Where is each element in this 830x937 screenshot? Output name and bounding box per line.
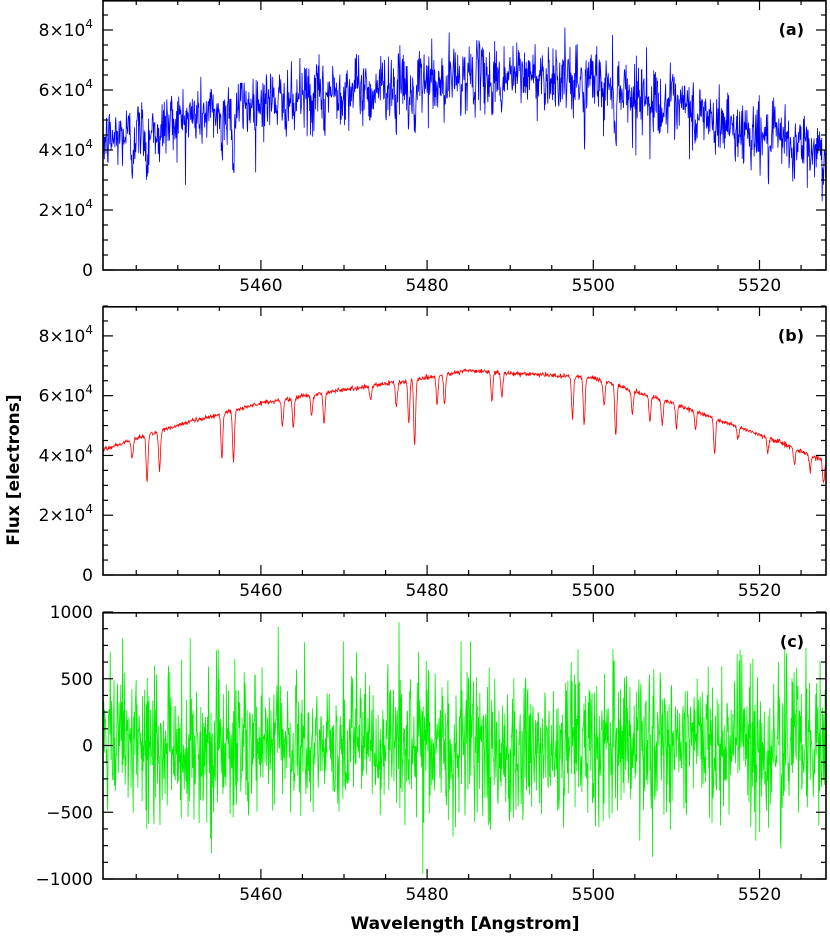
y-tick-label: −1000: [35, 870, 93, 890]
series-line-c: [102, 622, 827, 874]
y-axis-title: Flux [electrons]: [4, 394, 24, 545]
y-tick-label: 0: [82, 261, 93, 281]
x-tick-label: 5480: [405, 276, 448, 296]
panel-c: 5460 5480 5500 5520 −1000 −500 0 500 1000 (c): [35, 603, 827, 905]
y-tick-label: 0: [82, 737, 93, 757]
panel-b: 5460 5480 5500 5520 0 2×104 4×104 6×104 8×104 (b): [39, 305, 827, 601]
plot-frame: [102, 305, 827, 576]
x-tick-label: 5460: [239, 885, 282, 905]
panel-label: (c): [780, 632, 804, 651]
panel-label: (b): [778, 326, 804, 345]
x-tick-label: 5500: [572, 276, 615, 296]
panel-label: (a): [779, 20, 804, 39]
x-tick-label: 5460: [239, 276, 282, 296]
x-tick-label: 5460: [239, 581, 282, 601]
x-tick-label: 5520: [738, 885, 781, 905]
y-tick-label: 6×104: [39, 383, 93, 407]
y-tick-label: 0: [82, 566, 93, 586]
y-tick-label: 4×104: [39, 442, 93, 466]
x-tick-label: 5520: [738, 276, 781, 296]
series-line-a: [102, 27, 827, 202]
y-tick-label: 8×104: [39, 323, 93, 347]
y-tick-label: 8×104: [39, 17, 93, 41]
y-tick-label: 2×104: [39, 502, 93, 526]
x-tick-label: 5520: [738, 581, 781, 601]
y-tick-label: 4×104: [39, 137, 93, 161]
x-tick-label: 5480: [405, 885, 448, 905]
x-axis-title: Wavelength [Angstrom]: [351, 914, 580, 934]
y-tick-label: 1000: [50, 603, 93, 623]
y-tick-label: 500: [61, 670, 93, 690]
series-line-b: [102, 368, 827, 484]
y-tick-label: 6×104: [39, 77, 93, 101]
x-tick-label: 5480: [405, 581, 448, 601]
y-tick-label: −500: [46, 803, 93, 823]
x-tick-label: 5500: [572, 581, 615, 601]
y-tick-label: 2×104: [39, 197, 93, 221]
x-tick-label: 5500: [572, 885, 615, 905]
panel-a: 5460 5480 5500 5520 0 2×104 4×104 6×104 8×104 (a): [39, 0, 827, 296]
